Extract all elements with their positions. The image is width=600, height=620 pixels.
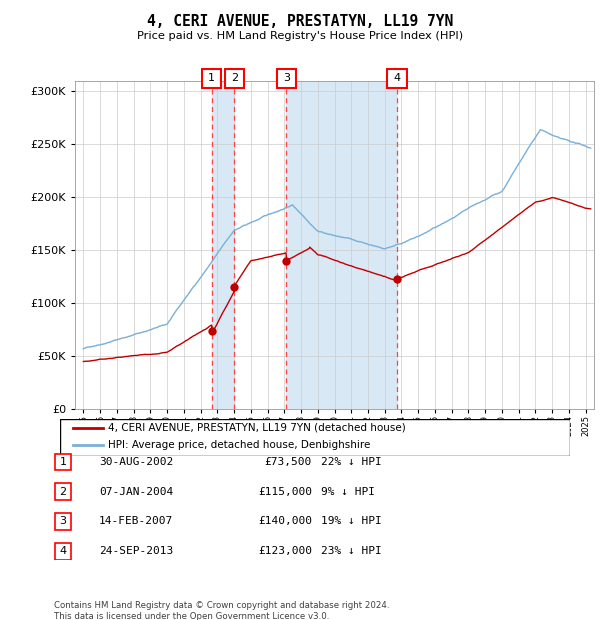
FancyBboxPatch shape [277, 69, 296, 87]
Bar [212, 81, 235, 409]
Text: 24-SEP-2013: 24-SEP-2013 [99, 546, 173, 556]
Text: 4: 4 [394, 73, 401, 83]
Text: 1: 1 [59, 457, 67, 467]
FancyBboxPatch shape [387, 69, 407, 87]
Text: 1: 1 [208, 73, 215, 83]
Bar [286, 81, 397, 409]
Text: 2: 2 [231, 73, 238, 83]
FancyBboxPatch shape [55, 543, 71, 559]
Text: 14-FEB-2007: 14-FEB-2007 [99, 516, 173, 526]
FancyBboxPatch shape [55, 513, 71, 529]
Text: 22% ↓ HPI: 22% ↓ HPI [321, 457, 382, 467]
Text: 23% ↓ HPI: 23% ↓ HPI [321, 546, 382, 556]
FancyBboxPatch shape [202, 69, 221, 87]
Text: 4, CERI AVENUE, PRESTATYN, LL19 7YN (detached house): 4, CERI AVENUE, PRESTATYN, LL19 7YN (det… [109, 423, 406, 433]
Text: 30-AUG-2002: 30-AUG-2002 [99, 457, 173, 467]
Text: £73,500: £73,500 [265, 457, 312, 467]
FancyBboxPatch shape [55, 454, 71, 470]
Text: Price paid vs. HM Land Registry's House Price Index (HPI): Price paid vs. HM Land Registry's House … [137, 31, 463, 41]
Text: 4: 4 [59, 546, 67, 556]
Text: 9% ↓ HPI: 9% ↓ HPI [321, 487, 375, 497]
Text: 07-JAN-2004: 07-JAN-2004 [99, 487, 173, 497]
Text: 4, CERI AVENUE, PRESTATYN, LL19 7YN: 4, CERI AVENUE, PRESTATYN, LL19 7YN [147, 14, 453, 29]
Text: £115,000: £115,000 [258, 487, 312, 497]
Text: 19% ↓ HPI: 19% ↓ HPI [321, 516, 382, 526]
Text: 2: 2 [59, 487, 67, 497]
FancyBboxPatch shape [60, 418, 570, 456]
Text: £140,000: £140,000 [258, 516, 312, 526]
Text: 3: 3 [283, 73, 290, 83]
Text: HPI: Average price, detached house, Denbighshire: HPI: Average price, detached house, Denb… [109, 440, 371, 450]
Text: Contains HM Land Registry data © Crown copyright and database right 2024.
This d: Contains HM Land Registry data © Crown c… [54, 601, 389, 620]
FancyBboxPatch shape [55, 484, 71, 500]
Text: £123,000: £123,000 [258, 546, 312, 556]
FancyBboxPatch shape [224, 69, 244, 87]
Text: 3: 3 [59, 516, 67, 526]
